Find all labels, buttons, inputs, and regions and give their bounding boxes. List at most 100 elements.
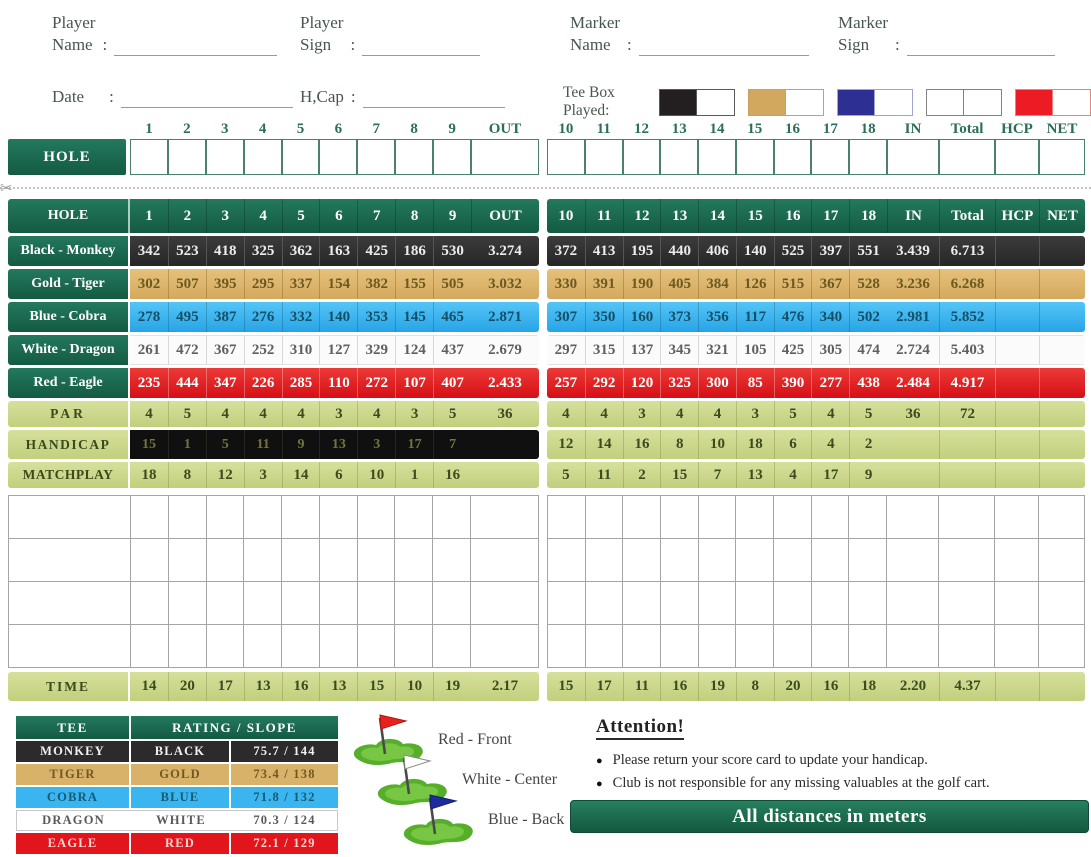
score-entry-cell[interactable] [661,496,699,539]
score-entry-cell[interactable] [168,582,207,625]
score-entry-cell[interactable] [131,625,169,668]
score-entry-cell[interactable] [206,582,245,625]
score-entry-cell[interactable] [131,582,169,625]
score-entry-cell[interactable] [548,582,586,625]
score-entry-cell[interactable] [887,539,939,582]
score-entry-cell[interactable] [811,625,850,668]
score-entry-cell[interactable] [244,539,283,582]
score-entry-cell[interactable] [9,496,131,539]
score-entry-cell[interactable] [774,582,812,625]
score-entry-cell[interactable] [548,625,586,668]
score-entry-cell[interactable] [471,582,540,625]
score-entry-cell[interactable] [811,582,850,625]
marker-name-input-line[interactable] [638,37,809,57]
score-entry-cell[interactable] [623,582,661,625]
score-entry-cell[interactable] [939,625,995,668]
score-entry-cell[interactable] [887,625,939,668]
strip-entry-cell[interactable] [887,139,939,175]
tee-box-white[interactable] [926,88,1002,116]
tee-box-red[interactable] [1015,88,1091,116]
score-entry-cell[interactable] [357,582,396,625]
strip-entry-cell[interactable] [622,139,661,175]
strip-entry-cell[interactable] [319,139,358,175]
score-entry-cell[interactable] [471,496,540,539]
score-entry-cell[interactable] [939,496,995,539]
score-entry-cell[interactable] [887,582,939,625]
date-input-line[interactable] [120,89,293,109]
strip-entry-cell[interactable] [735,139,774,175]
score-entry-cell[interactable] [623,625,661,668]
player-name-input-line[interactable] [114,37,278,57]
strip-entry-cell[interactable] [433,139,472,175]
strip-entry-cell[interactable] [660,139,699,175]
score-entry-cell[interactable] [471,625,540,668]
score-entry-cell[interactable] [585,582,624,625]
strip-entry-cell[interactable] [167,139,206,175]
strip-entry-cell[interactable] [939,139,995,175]
score-entry-cell[interactable] [319,625,358,668]
tee-box-black[interactable] [659,88,735,116]
score-entry-cell[interactable] [244,496,283,539]
score-entry-cell[interactable] [244,625,283,668]
score-entry-cell[interactable] [849,539,887,582]
score-entry-cell[interactable] [1039,496,1085,539]
strip-entry-cell[interactable] [471,139,540,175]
player-sign-input-line[interactable] [362,37,481,57]
hcap-input-line[interactable] [362,89,505,109]
score-entry-cell[interactable] [282,625,320,668]
score-entry-cell[interactable] [849,496,887,539]
marker-sign-input-line[interactable] [906,37,1055,57]
score-entry-cell[interactable] [206,496,245,539]
score-entry-cell[interactable] [168,625,207,668]
score-entry-cell[interactable] [1039,539,1085,582]
strip-entry-cell[interactable] [811,139,850,175]
score-entry-cell[interactable] [548,539,586,582]
score-entry-cell[interactable] [774,539,812,582]
tee-box-blue[interactable] [837,88,913,116]
strip-entry-cell[interactable] [547,139,585,175]
score-entry-cell[interactable] [206,625,245,668]
score-entry-cell[interactable] [661,539,699,582]
score-entry-cell[interactable] [131,539,169,582]
tee-box-gold[interactable] [748,88,824,116]
score-entry-cell[interactable] [849,625,887,668]
score-entry-cell[interactable] [357,496,396,539]
strip-entry-cell[interactable] [849,139,887,175]
tee-box-checkbox[interactable] [1053,88,1091,116]
score-entry-cell[interactable] [887,496,939,539]
score-entry-cell[interactable] [282,582,320,625]
score-entry-cell[interactable] [1039,625,1085,668]
score-entry-cell[interactable] [661,625,699,668]
score-entry-cell[interactable] [939,539,995,582]
score-entry-cell[interactable] [319,582,358,625]
score-entry-cell[interactable] [168,496,207,539]
score-entry-cell[interactable] [282,539,320,582]
score-entry-cell[interactable] [698,582,737,625]
score-entry-cell[interactable] [395,625,434,668]
tee-box-checkbox[interactable] [964,88,1002,116]
score-entry-cell[interactable] [168,539,207,582]
tee-box-checkbox[interactable] [875,88,913,116]
score-entry-cell[interactable] [206,539,245,582]
score-entry-cell[interactable] [395,496,434,539]
score-entry-cell[interactable] [433,582,472,625]
score-entry-cell[interactable] [623,539,661,582]
score-entry-cell[interactable] [319,539,358,582]
score-entry-cell[interactable] [9,539,131,582]
score-entry-cell[interactable] [698,625,737,668]
strip-entry-cell[interactable] [395,139,434,175]
score-entry-cell[interactable] [995,539,1039,582]
score-entry-cell[interactable] [736,625,774,668]
strip-entry-cell[interactable] [130,139,168,175]
score-entry-cell[interactable] [282,496,320,539]
score-entry-cell[interactable] [995,625,1039,668]
score-entry-cell[interactable] [995,496,1039,539]
score-entry-cell[interactable] [585,625,624,668]
score-entry-cell[interactable] [774,625,812,668]
score-entry-cell[interactable] [433,625,472,668]
score-entry-cell[interactable] [849,582,887,625]
strip-entry-cell[interactable] [357,139,396,175]
score-entry-cell[interactable] [471,539,540,582]
score-entry-cell[interactable] [131,496,169,539]
score-entry-cell[interactable] [774,496,812,539]
